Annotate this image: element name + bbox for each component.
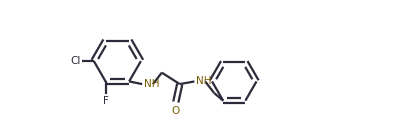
Text: F: F [103, 96, 109, 105]
Text: NH: NH [144, 79, 159, 89]
Text: O: O [171, 106, 179, 116]
Text: Cl: Cl [71, 56, 81, 66]
Text: NH: NH [196, 76, 212, 86]
